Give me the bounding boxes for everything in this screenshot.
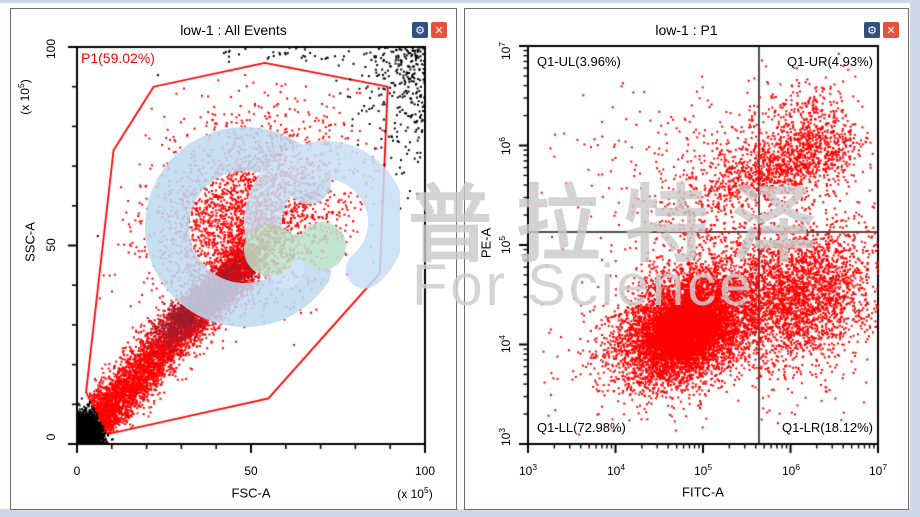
y-tick-100: 100 bbox=[44, 38, 58, 60]
y-axis-label: SSC-A bbox=[22, 222, 38, 262]
y-tick-1e5: 105 bbox=[497, 236, 513, 254]
y-unit-post: ) bbox=[18, 79, 32, 84]
y-axis-label: PE-A bbox=[478, 227, 494, 259]
tick-exp: 7 bbox=[882, 462, 888, 472]
plot-panel-all-events: low-1 : All Events ⚙ ✕ P1(59.02%) (x 105… bbox=[10, 8, 457, 510]
window-edge-top bbox=[0, 0, 920, 3]
tick-exp: 3 bbox=[532, 462, 538, 472]
y-tick-1e4: 104 bbox=[497, 335, 513, 353]
tick-base: 10 bbox=[606, 464, 621, 478]
x-tick-100: 100 bbox=[414, 464, 436, 478]
close-button[interactable]: ✕ bbox=[431, 22, 447, 38]
tick-base: 10 bbox=[693, 464, 708, 478]
y-unit-pre: (x 10 bbox=[18, 88, 32, 115]
x-axis-label: FSC-A bbox=[231, 485, 271, 501]
tick-base: 10 bbox=[868, 464, 883, 478]
x-unit-pre: (x 10 bbox=[397, 487, 424, 501]
tick-base: 10 bbox=[518, 464, 533, 478]
tick-exp: 6 bbox=[497, 136, 507, 142]
quadrant-ur-label: Q1-UR(4.93%) bbox=[787, 54, 873, 69]
y-tick-1e6: 106 bbox=[497, 137, 513, 155]
panel-title: low-1 : All Events bbox=[180, 22, 287, 38]
x-unit-post: ) bbox=[428, 487, 433, 501]
y-tick-50: 50 bbox=[44, 238, 58, 252]
x-tick-1e5: 105 bbox=[694, 462, 712, 478]
window-edge-right bbox=[910, 0, 920, 517]
quadrant-ul-label: Q1-UL(3.96%) bbox=[537, 54, 621, 69]
settings-button[interactable]: ⚙ bbox=[412, 22, 428, 38]
settings-button[interactable]: ⚙ bbox=[864, 22, 880, 38]
tick-base: 10 bbox=[499, 432, 513, 447]
x-tick-50: 50 bbox=[244, 464, 258, 478]
tick-exp: 4 bbox=[497, 334, 507, 340]
panel-title: low-1 : P1 bbox=[655, 22, 718, 38]
y-tick-1e3: 103 bbox=[497, 428, 513, 446]
y-unit-exp: 5 bbox=[16, 83, 26, 89]
tick-exp: 4 bbox=[620, 462, 626, 472]
tick-base: 10 bbox=[781, 464, 796, 478]
scatter-canvas-all-events[interactable] bbox=[11, 9, 456, 509]
x-axis-unit: (x 105) bbox=[397, 485, 432, 501]
tick-base: 10 bbox=[499, 240, 513, 255]
quadrant-ll-label: Q1-LL(72.98%) bbox=[537, 420, 626, 435]
tick-exp: 6 bbox=[795, 462, 801, 472]
quadrant-lr-label: Q1-LR(18.12%) bbox=[781, 420, 873, 435]
gear-icon: ⚙ bbox=[867, 23, 877, 37]
plot-panel-p1: low-1 : P1 ⚙ ✕ Q1-UL(3.96%) Q1-UR(4.93%)… bbox=[464, 8, 909, 510]
tick-base: 10 bbox=[499, 46, 513, 61]
y-tick-1e7: 107 bbox=[497, 42, 513, 60]
tick-exp: 7 bbox=[497, 41, 507, 47]
y-axis-unit: (x 105) bbox=[16, 79, 32, 114]
close-icon: ✕ bbox=[886, 23, 896, 37]
gear-icon: ⚙ bbox=[415, 23, 425, 37]
close-icon: ✕ bbox=[434, 23, 444, 37]
x-tick-1e7: 107 bbox=[869, 462, 887, 478]
x-tick-1e4: 104 bbox=[607, 462, 625, 478]
x-tick-1e3: 103 bbox=[519, 462, 537, 478]
close-button[interactable]: ✕ bbox=[883, 22, 899, 38]
x-axis-label: FITC-A bbox=[682, 484, 724, 500]
tick-base: 10 bbox=[499, 339, 513, 354]
window-edge-bottom bbox=[0, 509, 920, 517]
tick-exp: 5 bbox=[497, 235, 507, 241]
tick-exp: 5 bbox=[707, 462, 713, 472]
y-tick-0: 0 bbox=[44, 433, 58, 441]
tick-base: 10 bbox=[499, 141, 513, 156]
scatter-canvas-p1[interactable] bbox=[465, 9, 908, 509]
x-unit-exp: 5 bbox=[423, 485, 429, 495]
x-tick-0: 0 bbox=[73, 464, 81, 478]
tick-exp: 3 bbox=[497, 427, 507, 433]
gate-p1-label[interactable]: P1(59.02%) bbox=[81, 50, 155, 66]
x-tick-1e6: 106 bbox=[782, 462, 800, 478]
